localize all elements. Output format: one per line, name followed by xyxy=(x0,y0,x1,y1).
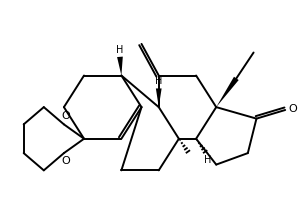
Text: O: O xyxy=(289,104,297,114)
Text: H: H xyxy=(155,76,162,86)
Polygon shape xyxy=(156,88,162,107)
Text: H: H xyxy=(204,155,211,165)
Text: O: O xyxy=(61,156,70,166)
Text: O: O xyxy=(61,112,70,121)
Polygon shape xyxy=(117,57,123,75)
Polygon shape xyxy=(216,77,239,107)
Text: H: H xyxy=(116,44,124,55)
